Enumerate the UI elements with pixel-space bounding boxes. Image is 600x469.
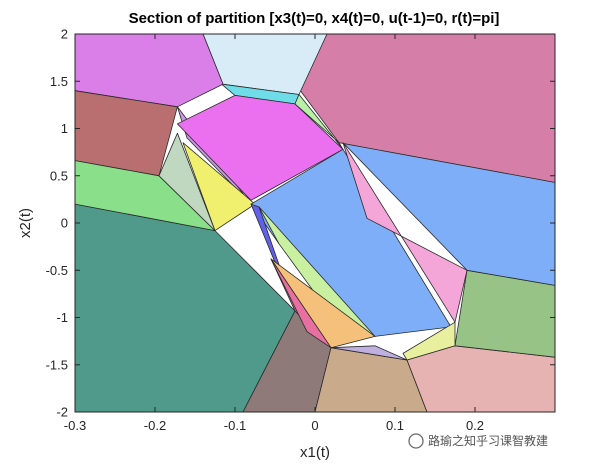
partition-region-20 [250, 203, 296, 312]
x-tick-label: -0.3 [64, 418, 86, 433]
y-tick-label: 0.5 [50, 168, 68, 183]
y-tick-label: -0.5 [46, 263, 68, 278]
watermark: 路瑜之知乎习课智教建 [408, 433, 548, 449]
partition-region-18 [250, 148, 452, 337]
partition-region-5 [454, 269, 555, 358]
y-tick-label: -2 [56, 405, 68, 420]
x-tick-label: -0.1 [224, 418, 246, 433]
x-axis-label: x1(t) [300, 444, 330, 461]
partition-region-25 [330, 345, 408, 361]
y-axis-label: x2(t) [17, 208, 34, 238]
x-tick-label: -0.2 [144, 418, 166, 433]
y-tick-label: -1 [56, 310, 68, 325]
x-tick-label: 0.1 [386, 418, 404, 433]
partition-region-24 [270, 258, 332, 349]
chart-title: Section of partition [x3(t)=0, x4(t)=0, … [129, 10, 500, 27]
y-tick-label: 0 [61, 216, 68, 231]
y-tick-label: 2 [61, 27, 68, 42]
partition-region-13 [158, 132, 216, 232]
y-tick-label: 1 [61, 121, 68, 136]
x-axis-ticks: -0.3 -0.2 -0.1 0 0.1 0.2 [64, 34, 484, 433]
partition-regions [75, 34, 555, 412]
partition-region-15 [182, 142, 256, 232]
partition-region-10 [75, 34, 224, 108]
partition-region-19 [342, 142, 468, 323]
watermark-logo-icon [408, 433, 424, 449]
y-tick-label: -1.5 [46, 357, 68, 372]
x-tick-label: 0.2 [466, 418, 484, 433]
partition-region-16 [176, 95, 344, 201]
watermark-text: 路瑜之知乎习课智教建 [428, 433, 548, 448]
y-axis-ticks: -2 -1.5 -1 -0.5 0 0.5 1 1.5 2 [46, 27, 555, 420]
x-tick-label: 0 [311, 418, 318, 433]
y-tick-label: 1.5 [50, 74, 68, 89]
partition-region-4 [406, 345, 555, 412]
partition-region-26 [402, 321, 456, 361]
